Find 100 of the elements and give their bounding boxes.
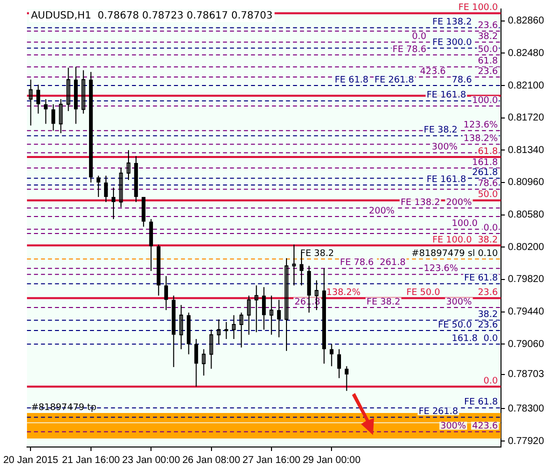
candlestick	[126, 150, 130, 180]
candlestick	[164, 276, 168, 311]
x-tick-label: 29 Jan 00:00	[302, 454, 361, 466]
annotation: #81897479 sl 0.10	[412, 248, 498, 259]
candlestick	[284, 258, 288, 352]
candlestick	[28, 79, 33, 126]
annotation: 50.0	[478, 190, 498, 200]
annotation: FE 261.8	[418, 407, 458, 418]
annotation: 200%	[368, 206, 396, 216]
annotation: 100.0	[452, 219, 478, 230]
annotation: FE 61.8	[464, 398, 498, 408]
candlestick	[96, 175, 100, 198]
x-tick-label: 27 Jan 16:00	[242, 454, 301, 466]
candlestick	[119, 168, 123, 208]
annotation: FE 100.0	[458, 3, 498, 14]
annotation: 138.2%	[326, 288, 362, 298]
annotation: FE 61.8	[334, 75, 369, 86]
annotation: 0.0	[412, 32, 427, 42]
y-tick-label: 0.82860	[508, 16, 544, 27]
annotation: 300%	[432, 142, 458, 153]
y-tick-label: 0.81340	[508, 144, 544, 156]
annotation: FE 78.6	[340, 258, 374, 268]
annotation: FE 138.2	[432, 18, 472, 28]
y-tick-label: 0.78300	[508, 403, 544, 414]
y-tick-label: 0.77920	[508, 436, 544, 447]
annotation: 23.6	[478, 288, 498, 298]
y-tick-label: 0.82480	[508, 48, 544, 59]
x-tick-label: 23 Jan 00:00	[122, 454, 180, 466]
annotation: 61.8	[478, 56, 498, 67]
candlestick	[58, 98, 63, 134]
candlestick	[104, 175, 108, 203]
annotation: 161.8	[452, 334, 478, 344]
candlestick	[179, 304, 184, 350]
annotation: FE 50.0	[406, 288, 440, 298]
annotation: 23.6	[478, 20, 498, 31]
annotation: 38.2	[478, 32, 498, 42]
annotation: FE 261.8	[374, 75, 414, 86]
annotation: 38.2	[478, 310, 498, 320]
annotation: 38.2	[478, 235, 498, 246]
candlestick	[232, 314, 236, 340]
candlestick	[292, 244, 296, 286]
candlestick	[44, 98, 48, 124]
x-tick-label: 20 Jan 2015	[3, 454, 59, 466]
annotation: 123.6%	[464, 120, 498, 130]
candlestick	[344, 366, 349, 392]
annotation: FE 50.0	[438, 320, 472, 330]
candlestick	[330, 344, 334, 367]
y-tick-label: 0.80580	[508, 210, 544, 221]
x-tick-label: 26 Jan 08:00	[182, 454, 241, 466]
candlestick	[262, 286, 266, 330]
annotation: 161.8	[472, 158, 498, 168]
annotation: FE 38.2	[366, 297, 400, 308]
candlestick	[246, 295, 251, 336]
annotation: 50.0	[478, 44, 498, 55]
candlestick	[51, 104, 56, 132]
candlestick	[224, 321, 228, 340]
y-tick-label: 0.79440	[508, 306, 544, 318]
annotation: 23.6	[478, 66, 498, 77]
annotation: 78.6	[478, 179, 498, 190]
annotation: 138.2%	[464, 134, 498, 144]
candlestick	[202, 348, 206, 376]
band-label: #81897479 tp	[30, 402, 97, 413]
annotation: 261.8	[472, 168, 498, 178]
annotation: FE 38.2	[424, 126, 458, 136]
annotation: FE 300.0	[432, 38, 472, 48]
candlestick	[277, 299, 281, 338]
annotation: 61.8	[478, 146, 498, 157]
annotation: 78.6	[452, 75, 472, 86]
annotation: FE 78.6	[392, 44, 427, 55]
annotation: 423.6	[420, 66, 446, 77]
y-tick-label: 0.82100	[508, 80, 544, 92]
annotation: FE 161.8	[426, 90, 466, 101]
candlestick	[36, 84, 40, 114]
candlestick	[270, 295, 274, 336]
annotation: 0.0	[484, 334, 498, 344]
annotation: 261.8	[380, 258, 406, 268]
chart-title: AUDUSD,H1 0.78678 0.78723 0.78617 0.78703	[30, 10, 273, 22]
annotation: 200%	[446, 198, 472, 208]
annotation: 0.0	[484, 223, 498, 234]
candlestick	[254, 284, 258, 333]
y-tick-label: 0.81720	[508, 112, 544, 124]
annotation: FE 61.8	[464, 274, 498, 284]
annotation: FE 100.0	[432, 235, 472, 246]
candlestick	[66, 67, 70, 112]
annotation: FE 138.2	[400, 198, 440, 208]
annotation: 300%	[440, 422, 467, 432]
candlestick	[337, 348, 342, 379]
candlestick	[112, 187, 116, 220]
y-tick-label: 0.80200	[508, 242, 544, 253]
candlestick	[194, 338, 198, 388]
annotation: 300%	[446, 297, 472, 308]
x-tick-label: 21 Jan 16:00	[62, 454, 120, 466]
annotation: 0.0	[484, 376, 498, 386]
candlestick	[216, 318, 221, 345]
y-tick-label: 0.79060	[508, 338, 544, 350]
annotation: 23.6	[478, 320, 498, 330]
candlestick	[239, 312, 244, 348]
y-tick-label: 0.78703	[508, 369, 544, 380]
candlestick	[209, 329, 214, 370]
annotation: 423.6	[472, 422, 498, 432]
